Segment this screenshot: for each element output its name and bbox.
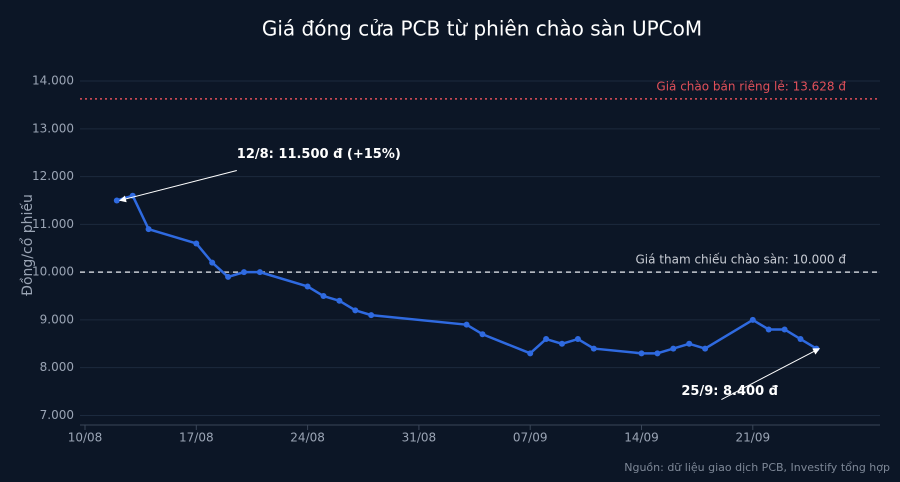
x-tick-label: 31/08 — [402, 431, 437, 445]
point — [368, 312, 375, 319]
chart-title: Giá đóng cửa PCB từ phiên chào sàn UPCoM — [262, 17, 702, 41]
point — [670, 345, 677, 352]
y-axis-label: Đồng/cổ phiếu — [19, 194, 36, 296]
point — [304, 283, 311, 290]
point — [225, 273, 232, 280]
point — [797, 336, 804, 343]
line — [116, 194, 818, 355]
point — [352, 307, 359, 314]
x-tick-label: 21/09 — [736, 431, 771, 445]
reference-label: Giá chào bán riêng lẻ: 13.628 đ — [656, 79, 846, 93]
point — [209, 259, 216, 266]
point — [590, 345, 597, 352]
y-tick-label: 9.000 — [40, 312, 74, 326]
point — [479, 331, 486, 338]
annotation: 25/9: 8.400 đ — [681, 384, 778, 399]
x-tick-label: 14/09 — [624, 431, 659, 445]
annotation: 12/8: 11.500 đ (+15%) — [237, 147, 401, 162]
x-tick-label: 10/08 — [68, 431, 103, 445]
point — [193, 240, 200, 247]
point — [145, 226, 152, 233]
annotation-arrow — [721, 348, 821, 401]
y-tick-label: 10.000 — [32, 265, 74, 279]
source: Nguồn: dữ liệu giao dịch PCB, Investify … — [624, 461, 890, 474]
annotation-arrow — [119, 169, 237, 203]
point — [543, 336, 550, 343]
point — [765, 326, 772, 333]
point — [113, 197, 120, 204]
y-tick-label: 7.000 — [40, 408, 74, 422]
y-tick-label: 8.000 — [40, 360, 74, 374]
point — [463, 321, 470, 328]
point — [749, 316, 756, 323]
x-tick-label: 24/08 — [290, 431, 325, 445]
point — [336, 297, 343, 304]
x-tick-label: 17/08 — [179, 431, 214, 445]
point — [781, 326, 788, 333]
point — [686, 340, 693, 347]
y-tick-label: 14.000 — [32, 74, 74, 88]
y-tick-label: 12.000 — [32, 169, 74, 183]
x-tick-label: 07/09 — [513, 431, 548, 445]
point — [320, 293, 327, 300]
reference-label: Giá tham chiếu chào sàn: 10.000 đ — [635, 253, 846, 267]
point — [256, 269, 263, 276]
y-tick-label: 11.000 — [32, 217, 74, 231]
point — [559, 340, 565, 347]
point — [638, 350, 645, 357]
point — [574, 336, 581, 343]
point — [241, 269, 247, 276]
y-tick-label: 13.000 — [32, 121, 74, 135]
point — [702, 345, 709, 352]
point — [527, 350, 534, 357]
point — [654, 350, 661, 357]
